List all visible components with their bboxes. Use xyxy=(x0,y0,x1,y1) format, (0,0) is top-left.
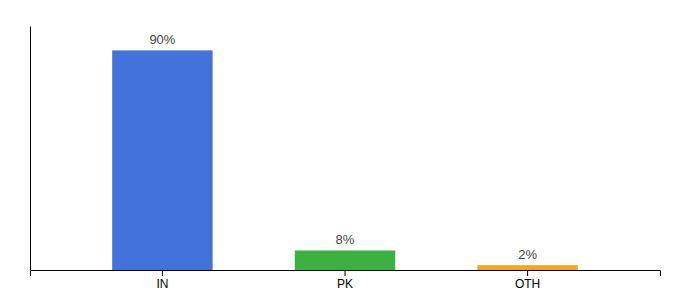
x-tick-label: IN xyxy=(156,277,168,291)
x-axis-line xyxy=(31,271,661,277)
data-labels: 90% 8% 2% xyxy=(149,32,537,262)
x-tick-mark xyxy=(527,270,528,276)
data-label: 90% xyxy=(149,32,175,47)
x-axis: IN PK OTH xyxy=(31,270,661,291)
data-label: 2% xyxy=(518,247,537,262)
bar xyxy=(112,50,212,270)
data-label: 8% xyxy=(336,232,355,247)
y-axis-line xyxy=(30,27,31,271)
bar xyxy=(477,265,577,270)
x-tick-mark xyxy=(345,270,346,276)
x-tick-label: PK xyxy=(337,277,353,291)
plot: IN PK OTH 90% 8% 2% xyxy=(31,27,661,291)
bar xyxy=(295,250,395,270)
x-tick: IN xyxy=(156,270,168,291)
chart: IN PK OTH 90% 8% 2% xyxy=(0,0,680,300)
y-axis xyxy=(30,27,31,271)
bars xyxy=(112,50,578,270)
x-tick: OTH xyxy=(515,270,540,291)
x-tick: PK xyxy=(337,270,353,291)
x-tick-label: OTH xyxy=(515,277,540,291)
x-tick-mark xyxy=(162,270,163,276)
